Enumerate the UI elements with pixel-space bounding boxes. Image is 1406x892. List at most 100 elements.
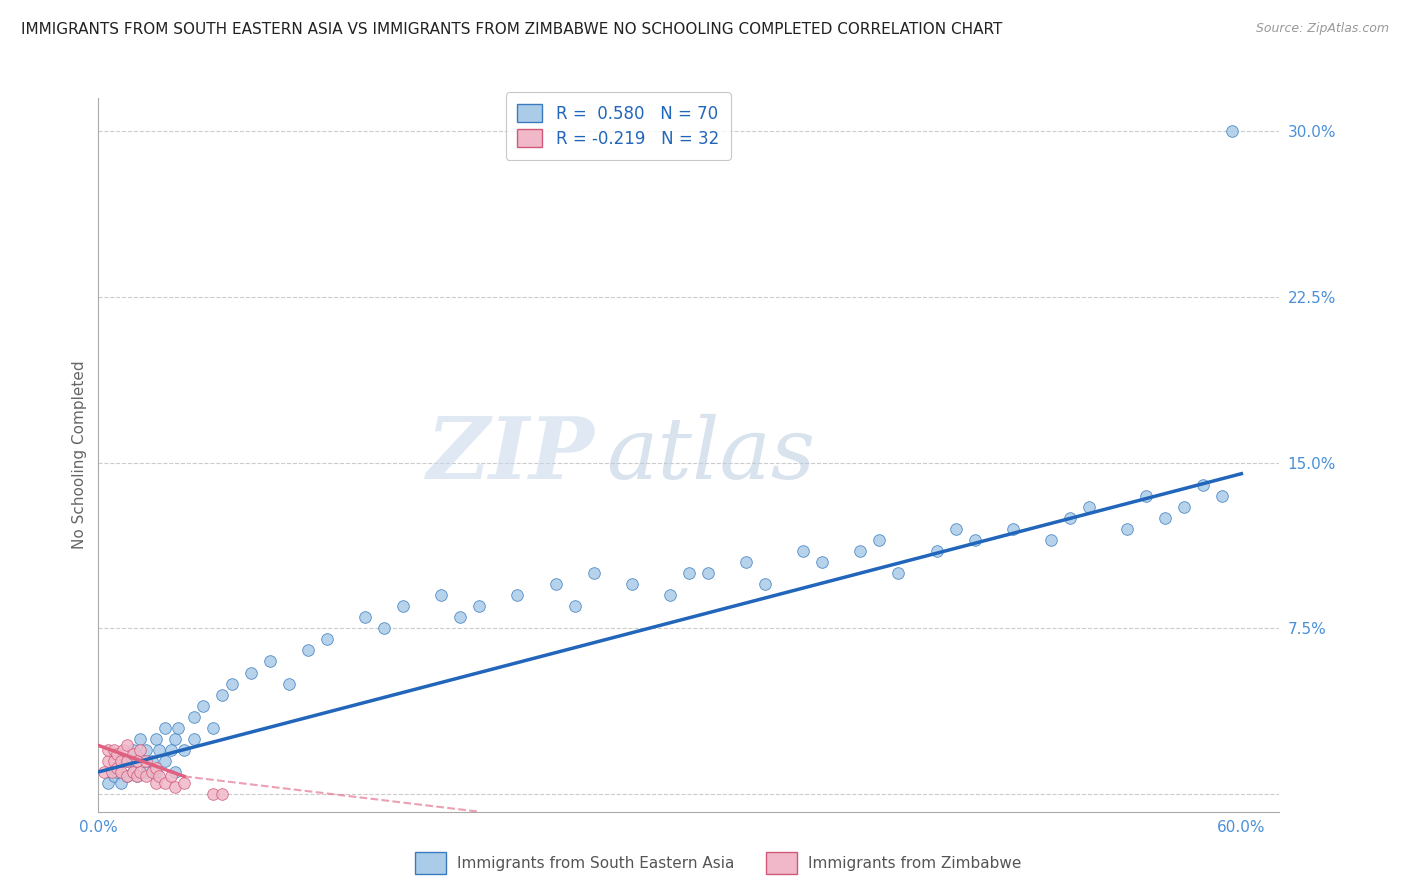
Point <box>167 721 190 735</box>
Point <box>135 743 157 757</box>
Point <box>582 566 605 581</box>
Point <box>316 632 339 647</box>
Point <box>159 769 181 783</box>
Point <box>1135 489 1157 503</box>
Point <box>564 599 586 614</box>
Point <box>115 739 138 753</box>
Text: atlas: atlas <box>606 414 815 496</box>
Point <box>963 533 986 547</box>
Point <box>792 544 814 558</box>
Point <box>115 754 138 768</box>
Point <box>93 764 115 779</box>
Text: Immigrants from South Eastern Asia: Immigrants from South Eastern Asia <box>457 855 734 871</box>
Point <box>354 610 377 624</box>
Point <box>153 754 176 768</box>
Point <box>678 566 700 581</box>
Point <box>121 743 143 757</box>
Text: IMMIGRANTS FROM SOUTH EASTERN ASIA VS IMMIGRANTS FROM ZIMBABWE NO SCHOOLING COMP: IMMIGRANTS FROM SOUTH EASTERN ASIA VS IM… <box>21 22 1002 37</box>
Point <box>1173 500 1195 514</box>
Point <box>1154 511 1177 525</box>
Point <box>107 760 129 774</box>
Point <box>97 776 120 790</box>
Point <box>887 566 910 581</box>
Point <box>449 610 471 624</box>
Point <box>201 787 224 801</box>
Point <box>107 764 129 779</box>
Text: ZIP: ZIP <box>426 413 595 497</box>
Point <box>849 544 872 558</box>
Point <box>135 754 157 768</box>
Point <box>163 731 186 746</box>
Point <box>945 522 967 536</box>
Point <box>145 776 167 790</box>
Point <box>163 764 186 779</box>
Point <box>1059 511 1081 525</box>
Text: Source: ZipAtlas.com: Source: ZipAtlas.com <box>1256 22 1389 36</box>
Point <box>125 754 148 768</box>
Point <box>115 754 138 768</box>
Point <box>735 555 758 569</box>
Point <box>148 769 170 783</box>
Point <box>112 743 135 757</box>
Point <box>125 769 148 783</box>
Point <box>135 769 157 783</box>
Point <box>110 754 132 768</box>
Point <box>115 769 138 783</box>
Point <box>129 764 152 779</box>
Point <box>145 764 167 779</box>
Point <box>1211 489 1233 503</box>
Point <box>129 743 152 757</box>
Point <box>145 760 167 774</box>
Point <box>1192 477 1215 491</box>
Point <box>115 769 138 783</box>
Point <box>620 577 643 591</box>
Point <box>107 747 129 762</box>
Point <box>754 577 776 591</box>
Point <box>110 776 132 790</box>
Point <box>183 731 205 746</box>
Point <box>1078 500 1101 514</box>
Point <box>239 665 262 680</box>
Point <box>1001 522 1024 536</box>
Point <box>868 533 890 547</box>
Point <box>430 588 453 602</box>
Point <box>125 754 148 768</box>
Point <box>103 743 125 757</box>
Point <box>1220 124 1243 138</box>
Point <box>173 776 195 790</box>
Point <box>141 764 163 779</box>
Legend: R =  0.580   N = 70, R = -0.219   N = 32: R = 0.580 N = 70, R = -0.219 N = 32 <box>506 92 731 160</box>
Point <box>201 721 224 735</box>
Point <box>211 688 233 702</box>
Point <box>153 721 176 735</box>
Point <box>173 743 195 757</box>
Point <box>103 754 125 768</box>
Point <box>468 599 491 614</box>
Point <box>135 764 157 779</box>
Point <box>544 577 567 591</box>
Point <box>297 643 319 657</box>
Point <box>211 787 233 801</box>
Point <box>697 566 720 581</box>
Point <box>1116 522 1139 536</box>
Point <box>506 588 529 602</box>
Text: Immigrants from Zimbabwe: Immigrants from Zimbabwe <box>808 855 1022 871</box>
Y-axis label: No Schooling Completed: No Schooling Completed <box>72 360 87 549</box>
Point <box>658 588 681 602</box>
Point <box>221 676 243 690</box>
Point <box>925 544 948 558</box>
Point <box>277 676 299 690</box>
Point <box>121 764 143 779</box>
Point <box>97 754 120 768</box>
Point <box>129 731 152 746</box>
Point <box>811 555 834 569</box>
Point <box>148 743 170 757</box>
Point <box>97 743 120 757</box>
Point <box>110 764 132 779</box>
Point <box>193 698 215 713</box>
Point <box>121 747 143 762</box>
Point <box>159 743 181 757</box>
Point <box>153 776 176 790</box>
Point <box>183 709 205 723</box>
Point <box>100 764 122 779</box>
